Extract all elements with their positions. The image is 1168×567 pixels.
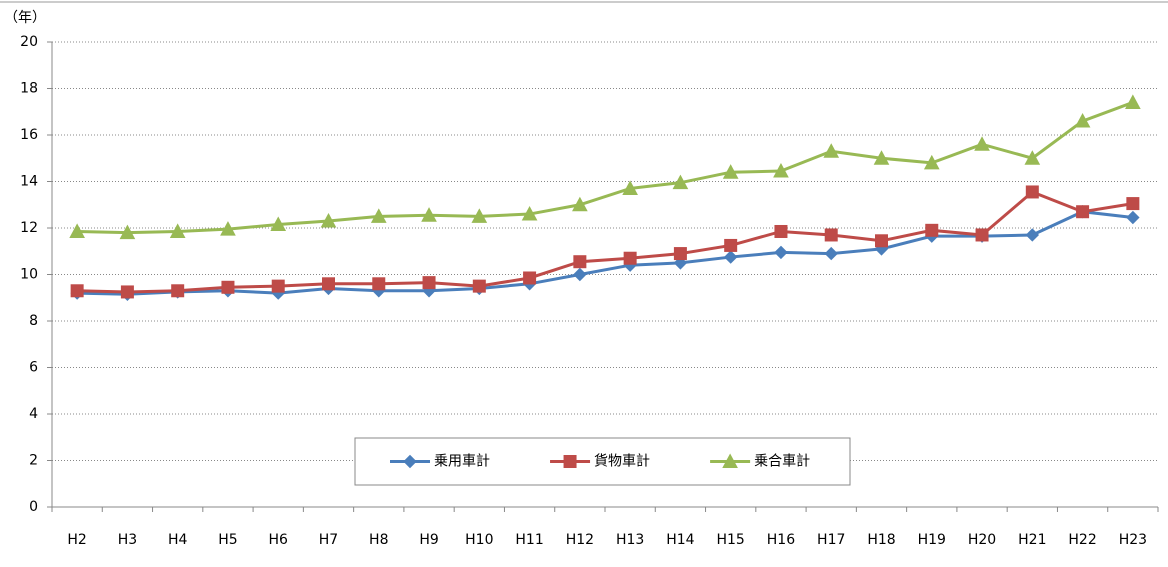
x-tick-label: H14 <box>666 532 694 548</box>
series-line <box>77 190 1134 294</box>
x-tick-label: H9 <box>419 532 438 548</box>
marker <box>221 280 235 294</box>
series-line <box>77 210 1134 296</box>
x-tick-label: H20 <box>968 532 996 548</box>
marker <box>69 223 85 238</box>
marker <box>320 212 337 228</box>
x-tick-label: H12 <box>566 532 594 548</box>
y-tick-label: 12 <box>20 220 38 236</box>
marker <box>673 247 687 261</box>
x-tick-label: H23 <box>1119 532 1147 548</box>
marker <box>169 223 186 238</box>
y-tick-label: 14 <box>20 174 38 190</box>
marker <box>1074 112 1091 128</box>
marker <box>1125 94 1141 109</box>
marker <box>824 228 838 242</box>
marker <box>370 208 387 223</box>
marker <box>171 284 185 298</box>
marker <box>1025 228 1040 242</box>
x-tick-label: H19 <box>918 532 946 548</box>
marker <box>974 136 990 151</box>
marker <box>472 279 486 293</box>
marker <box>372 277 386 291</box>
y-axis-label: （年） <box>4 10 46 26</box>
marker <box>1025 185 1039 199</box>
legend-label: 乗用車計 <box>434 453 490 470</box>
x-tick-label: H18 <box>867 532 895 548</box>
y-tick-label: 20 <box>20 34 38 50</box>
marker <box>322 277 335 291</box>
marker <box>774 245 788 260</box>
x-tick-label: H22 <box>1068 532 1096 548</box>
x-tick-label: H5 <box>218 532 237 548</box>
marker <box>672 174 689 190</box>
x-tick-label: H7 <box>319 532 338 548</box>
x-tick-label: H4 <box>168 532 188 548</box>
marker <box>422 276 436 290</box>
marker <box>925 223 939 237</box>
marker <box>120 285 134 299</box>
legend-box <box>354 437 851 486</box>
x-tick-label: H13 <box>616 532 644 548</box>
marker <box>271 279 285 293</box>
marker <box>722 164 739 179</box>
marker <box>70 284 84 298</box>
marker <box>623 251 637 265</box>
x-tick-label: H10 <box>465 532 493 548</box>
marker <box>270 216 287 232</box>
marker <box>824 246 838 261</box>
marker <box>1126 197 1140 211</box>
marker <box>573 255 587 269</box>
x-tick-label: H6 <box>269 532 289 548</box>
x-tick-label: H21 <box>1018 532 1046 548</box>
marker <box>563 455 577 468</box>
marker <box>1126 210 1140 225</box>
marker <box>471 208 488 223</box>
x-tick-label: H17 <box>817 532 845 548</box>
marker <box>403 454 417 469</box>
y-tick-label: 6 <box>29 360 38 376</box>
marker <box>722 453 738 468</box>
y-tick-label: 16 <box>20 127 38 143</box>
x-tick-label: H3 <box>118 532 137 548</box>
y-tick-label: 0 <box>29 499 38 515</box>
marker <box>1024 150 1041 165</box>
y-tick-label: 10 <box>20 267 38 283</box>
marker <box>975 228 989 242</box>
marker <box>1076 205 1090 219</box>
marker <box>119 224 136 240</box>
x-tick-label: H8 <box>369 532 388 548</box>
marker <box>421 207 437 222</box>
series-line <box>77 101 1134 235</box>
marker <box>774 224 788 238</box>
y-tick-label: 8 <box>29 313 38 329</box>
marker <box>923 154 940 170</box>
marker <box>523 271 537 285</box>
marker <box>875 234 888 248</box>
y-tick-label: 18 <box>20 81 38 97</box>
marker <box>724 238 738 252</box>
marker <box>573 267 587 282</box>
x-tick-label: H11 <box>515 532 543 548</box>
marker <box>521 205 538 221</box>
marker <box>723 250 738 264</box>
marker <box>773 162 789 178</box>
y-tick-label: 2 <box>29 453 38 469</box>
marker <box>572 196 588 212</box>
x-tick-label: H16 <box>767 532 795 548</box>
marker <box>220 221 236 236</box>
legend-label: 貨物車計 <box>594 453 650 470</box>
x-tick-label: H15 <box>717 532 745 548</box>
legend-label: 乗合車計 <box>754 453 810 470</box>
marker <box>873 150 890 165</box>
legend: 乗用車計 貨物車計 乗合車計 <box>354 437 851 486</box>
marker <box>823 143 840 158</box>
x-tick-label: H2 <box>67 532 86 548</box>
marker <box>622 180 638 195</box>
y-tick-label: 4 <box>29 406 38 422</box>
